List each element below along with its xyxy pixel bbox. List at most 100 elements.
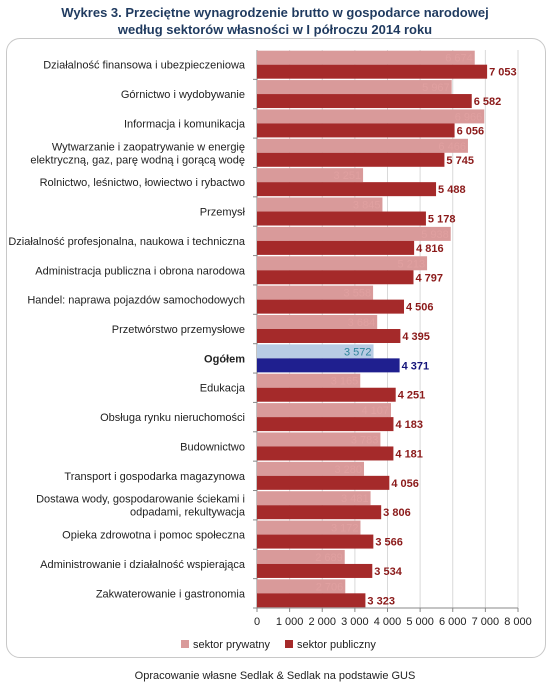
bar-sektor-publiczny — [257, 417, 394, 432]
category-label: Rolnictwo, leśnictwo, łowiectwo i rybact… — [40, 177, 245, 189]
bar-sektor-publiczny — [257, 475, 390, 490]
bar-sektor-prywatny — [257, 432, 381, 447]
bar-sektor-prywatny — [257, 226, 451, 241]
data-label-sektor-prywatny: 3 845 — [353, 200, 381, 212]
data-label-sektor-prywatny: 3 165 — [331, 376, 359, 388]
category-label: Przemysł — [200, 207, 246, 219]
category-label: Przetwórstwo przemysłowe — [112, 324, 245, 336]
data-label-sektor-publiczny: 6 582 — [474, 96, 502, 108]
bar-sektor-prywatny — [257, 579, 346, 594]
data-label-sektor-publiczny: 5 488 — [438, 184, 466, 196]
x-tick-label: 7 000 — [472, 616, 500, 628]
category-label: Transport i gospodarka magazynowa — [64, 471, 245, 483]
data-label-sektor-publiczny: 3 566 — [375, 537, 403, 549]
x-tick-label: 1 000 — [276, 616, 304, 628]
source-note: Opracowanie własne Sedlak & Sedlak na po… — [134, 670, 416, 682]
data-label-sektor-publiczny: 5 178 — [428, 214, 456, 226]
bar-sektor-prywatny — [257, 197, 383, 212]
data-label-sektor-prywatny: 6 674 — [445, 53, 473, 65]
category-label: Administracja publiczna i obrona narodow… — [35, 265, 246, 277]
data-label-sektor-publiczny: 4 251 — [398, 390, 426, 402]
bar-sektor-publiczny — [257, 505, 382, 520]
bar-sektor-publiczny — [257, 329, 401, 343]
bar-sektor-publiczny — [257, 446, 394, 461]
bar-sektor-prywatny — [257, 403, 391, 418]
bar-sektor-prywatny — [257, 520, 361, 535]
category-label: Działalność profesjonalna, naukowa i tec… — [8, 236, 246, 248]
category-label: Opieka zdrowotna i pomoc społeczna — [62, 530, 246, 542]
data-label-sektor-prywatny: 3 558 — [344, 288, 372, 300]
bar-sektor-publiczny — [257, 387, 396, 402]
legend-label-sektor-publiczny: sektor publiczny — [297, 639, 376, 651]
data-label-sektor-publiczny: 4 183 — [395, 419, 423, 431]
bar-sektor-prywatny — [257, 285, 374, 300]
data-label-sektor-prywatny: 6 966 — [455, 111, 483, 123]
data-label-sektor-publiczny: 4 056 — [391, 478, 419, 490]
legend-label-sektor-prywatny: sektor prywatny — [193, 639, 271, 651]
bar-sektor-prywatny — [257, 344, 374, 359]
bar-sektor-publiczny — [257, 64, 488, 79]
bar-sektor-prywatny — [257, 491, 371, 506]
bar-sektor-prywatny — [257, 138, 468, 153]
x-tick-label: 2 000 — [308, 616, 336, 628]
bar-sektor-publiczny — [257, 211, 426, 226]
data-label-sektor-prywatny: 2 689 — [315, 552, 343, 564]
data-label-sektor-prywatny: 5 967 — [422, 82, 450, 94]
bar-sektor-publiczny — [257, 563, 373, 578]
category-label: Zakwaterowanie i gastronomia — [96, 588, 246, 600]
data-label-sektor-publiczny: 6 056 — [457, 125, 485, 137]
legend-swatch-sektor-publiczny — [285, 640, 293, 648]
chart-title-line-2: według sektorów własności w I półroczu 2… — [117, 22, 433, 37]
data-label-sektor-publiczny: 3 534 — [374, 566, 402, 578]
category-label: Działalność finansowa i ubezpieczeniowa — [43, 60, 246, 72]
category-label: Informacja i komunikacja — [124, 118, 246, 130]
data-label-sektor-publiczny: 4 506 — [406, 302, 434, 314]
data-label-sektor-publiczny: 4 371 — [402, 360, 430, 372]
data-label-sektor-publiczny: 4 797 — [416, 272, 444, 284]
data-label-sektor-prywatny: 5 938 — [421, 229, 449, 241]
x-tick-label: 0 — [254, 616, 260, 628]
bar-sektor-publiczny — [257, 152, 445, 167]
category-label: Obsługa rynku nieruchomości — [100, 412, 245, 424]
bar-sektor-prywatny — [257, 315, 378, 329]
data-label-sektor-prywatny: 3 251 — [334, 170, 362, 182]
data-label-sektor-prywatny: 2 706 — [316, 581, 344, 593]
bar-sektor-prywatny — [257, 256, 428, 271]
bar-sektor-prywatny — [257, 549, 345, 564]
data-label-sektor-prywatny: 3 280 — [334, 464, 362, 476]
bar-sektor-publiczny — [257, 593, 366, 608]
bar-sektor-publiczny — [257, 123, 455, 138]
bar-sektor-prywatny — [257, 109, 485, 124]
data-label-sektor-prywatny: 3 684 — [348, 317, 376, 329]
data-label-sektor-publiczny: 4 395 — [402, 331, 430, 343]
x-tick-label: 3 000 — [341, 616, 369, 628]
bar-sektor-publiczny — [257, 240, 415, 255]
data-label-sektor-publiczny: 7 053 — [489, 67, 517, 79]
bar-sektor-prywatny — [257, 80, 452, 95]
bar-sektor-publiczny — [257, 270, 414, 285]
bar-sektor-publiczny — [257, 94, 472, 109]
x-tick-label: 5 000 — [406, 616, 434, 628]
bar-sektor-publiczny — [257, 534, 374, 549]
bar-sektor-publiczny — [257, 299, 405, 314]
data-label-sektor-prywatny: 5 213 — [398, 258, 426, 270]
data-label-sektor-prywatny: 6 466 — [438, 141, 466, 153]
data-label-sektor-publiczny: 3 323 — [367, 595, 395, 607]
category-label: Ogółem — [204, 353, 245, 365]
category-label: Dostawa wody, gospodarowanie ściekami i — [36, 494, 245, 506]
category-label: Edukacja — [200, 383, 246, 395]
x-tick-label: 6 000 — [439, 616, 467, 628]
bar-sektor-prywatny — [257, 461, 365, 476]
data-label-sektor-publiczny: 4 816 — [416, 243, 444, 255]
data-label-sektor-prywatny: 3 172 — [331, 523, 359, 535]
bar-sektor-prywatny — [257, 373, 361, 388]
category-label: Budownictwo — [180, 441, 245, 453]
bar-sektor-publiczny — [257, 182, 437, 197]
x-tick-label: 8 000 — [504, 616, 532, 628]
data-label-sektor-publiczny: 5 745 — [446, 155, 474, 167]
category-label: Handel: naprawa pojazdów samochodowych — [27, 295, 245, 307]
data-label-sektor-prywatny: 4 107 — [361, 405, 389, 417]
x-tick-label: 4 000 — [374, 616, 402, 628]
data-label-sektor-publiczny: 3 806 — [383, 507, 411, 519]
